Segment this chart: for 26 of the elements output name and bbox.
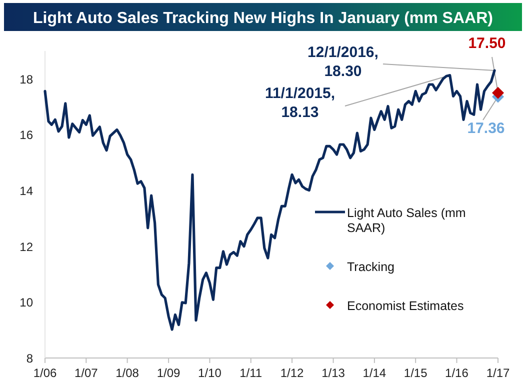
- x-tick-label: 1/08: [116, 366, 140, 380]
- x-tick-label: 1/13: [322, 366, 346, 380]
- y-tick-label: 8: [26, 352, 34, 366]
- x-tick-label: 1/17: [486, 366, 510, 380]
- x-tick-label: 1/10: [198, 366, 222, 380]
- legend-label: Tracking: [347, 260, 395, 274]
- legend-label: Economist Estimates: [347, 299, 464, 313]
- y-tick-label: 14: [20, 184, 34, 198]
- y-tick-label: 18: [20, 72, 34, 86]
- y-tick-label: 16: [20, 128, 34, 142]
- x-tick-label: 1/12: [280, 366, 304, 380]
- annotation: 17.50: [468, 35, 506, 52]
- annotation: 12/1/2016, 18.30: [308, 44, 378, 80]
- x-tick-label: 1/07: [74, 366, 98, 380]
- x-tick-label: 1/06: [33, 366, 57, 380]
- chart-title: Light Auto Sales Tracking New Highs In January (mm SAAR): [33, 10, 493, 27]
- x-tick-label: 1/11: [240, 366, 262, 380]
- x-tick-label: 1/14: [362, 366, 386, 380]
- y-tick-label: 10: [20, 296, 34, 310]
- x-tick-label: 1/15: [404, 366, 428, 380]
- y-tick-label: 12: [20, 240, 34, 254]
- annotation: 17.36: [467, 120, 505, 137]
- annotation: 11/1/2015, 18.13: [264, 85, 336, 121]
- x-tick-label: 1/09: [156, 366, 181, 380]
- legend-label: Light Auto Sales (mm SAAR): [347, 206, 466, 235]
- x-tick-label: 1/16: [445, 366, 469, 380]
